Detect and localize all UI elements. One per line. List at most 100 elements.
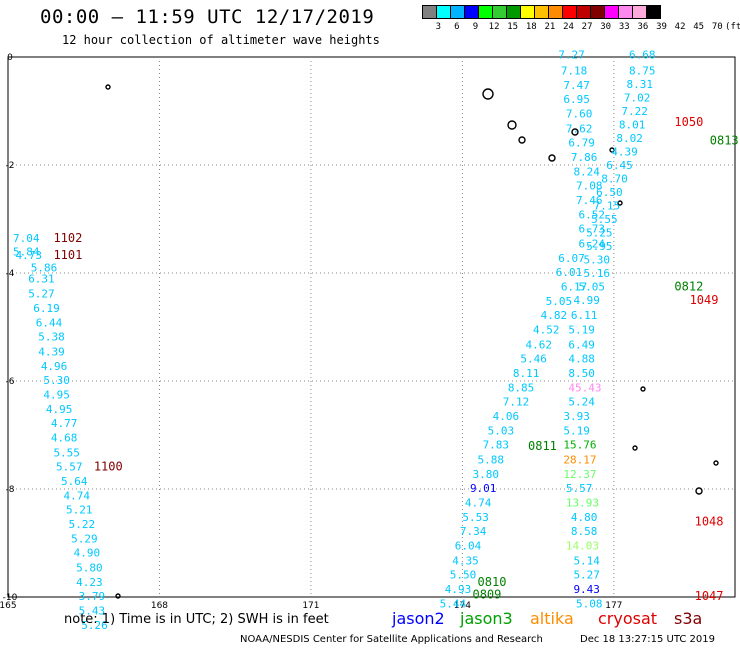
- scale-swatch: [562, 5, 577, 19]
- legend-jason2: jason2: [392, 609, 445, 628]
- wave-height-label: 4.88: [568, 352, 595, 365]
- island-outline: [115, 593, 121, 599]
- credit-line: NOAA/NESDIS Center for Satellite Applica…: [240, 634, 543, 645]
- wave-height-label: 4.77: [51, 417, 78, 430]
- wave-height-label: 7.46: [576, 194, 603, 207]
- wave-height-label: 7.62: [566, 122, 593, 135]
- wave-height-label: 5.05: [546, 295, 573, 308]
- pass-time-label: 0811: [528, 439, 557, 453]
- x-tick-label: 168: [151, 601, 168, 611]
- pass-time-label: 1050: [674, 115, 703, 129]
- wave-height-label: 9.43: [573, 583, 600, 596]
- wave-height-label: 4.99: [573, 294, 600, 307]
- wave-height-label: 8.50: [568, 367, 595, 380]
- island-outline: [548, 154, 556, 162]
- scale-label: 18: [525, 22, 537, 32]
- wave-height-label: 5.80: [76, 561, 103, 574]
- wave-height-label: 5.27: [573, 568, 600, 581]
- wave-height-label: 5.64: [61, 475, 88, 488]
- pass-time-label: 1047: [695, 589, 724, 603]
- wave-height-label: 5.38: [38, 331, 65, 344]
- scale-swatch: [478, 5, 493, 19]
- wave-height-label: 4.82: [541, 309, 568, 322]
- scale-label: 24: [563, 22, 574, 32]
- wave-height-label: 6.07: [558, 252, 585, 265]
- wave-height-label: 5.26: [81, 619, 108, 632]
- scale-label: 15: [507, 22, 519, 32]
- x-tick-label: 171: [302, 601, 319, 611]
- wave-height-label: 7.86: [571, 151, 598, 164]
- wave-height-label: 5.27: [28, 288, 54, 301]
- island-outline: [640, 386, 646, 392]
- wave-height-label: 3.93: [563, 410, 590, 423]
- wave-height-label: 5.55: [53, 446, 80, 459]
- wave-height-label: 8.24: [573, 165, 600, 178]
- y-tick-label: -10: [3, 593, 18, 603]
- wave-height-label: 5.44: [440, 597, 467, 610]
- wave-height-label: 7.34: [460, 525, 487, 538]
- wave-height-label: 5.50: [450, 568, 477, 581]
- wave-height-label: 7.83: [483, 439, 510, 452]
- wave-height-label: 7.08: [576, 180, 603, 193]
- map-frame: [7, 56, 736, 598]
- wave-height-label: 5.19: [568, 324, 595, 337]
- wave-height-label: 7.60: [566, 108, 593, 121]
- wave-height-label: 4.74: [465, 497, 492, 510]
- scale-swatch: [534, 5, 549, 19]
- wave-height-label: 5.53: [462, 511, 489, 524]
- wave-height-label: 8.01: [619, 119, 646, 132]
- legend-altika: altika: [530, 609, 574, 628]
- x-tick-label: 165: [0, 601, 17, 611]
- island-outline: [518, 136, 526, 144]
- color-scale: [422, 5, 661, 19]
- y-tick-label: 0: [7, 53, 13, 63]
- scale-swatch: [548, 5, 563, 19]
- wave-height-label: 5.05: [578, 281, 605, 294]
- legend-s3a: s3a: [674, 609, 703, 628]
- island-outline: [695, 487, 703, 495]
- wave-height-label: 5.25: [586, 227, 613, 240]
- scale-swatch: [520, 5, 535, 19]
- scale-label: 36: [637, 22, 649, 32]
- wave-height-label: 5.14: [573, 554, 600, 567]
- scale-swatch: [632, 5, 647, 19]
- wave-height-label: 5.24: [568, 396, 595, 409]
- wave-height-label: 8.70: [601, 173, 628, 186]
- wave-height-label: 5.30: [43, 374, 70, 387]
- island-outline: [632, 445, 638, 451]
- wave-height-label: 7.22: [621, 105, 648, 118]
- generated-timestamp: Dec 18 13:27:15 UTC 2019: [580, 634, 715, 645]
- scale-label: 27: [581, 22, 593, 32]
- pass-time-label: 0809: [472, 587, 501, 601]
- wave-height-label: 8.75: [629, 65, 656, 78]
- wave-height-label: 4.39: [611, 146, 638, 159]
- wave-height-label: 5.21: [66, 504, 93, 517]
- scale-swatch: [492, 5, 507, 19]
- pass-time-label: 0813: [710, 134, 739, 148]
- pass-time-label: 1049: [690, 293, 719, 307]
- wave-height-label: 4.73: [16, 249, 43, 262]
- wave-height-label: 7.15: [594, 200, 621, 213]
- wave-height-label: 8.02: [616, 132, 643, 145]
- y-tick-label: -4: [6, 269, 15, 279]
- wave-height-label: 7.12: [503, 396, 530, 409]
- wave-height-label: 13.93: [566, 497, 599, 510]
- pass-time-label: 1102: [53, 231, 82, 245]
- scale-label: 33: [618, 22, 630, 32]
- scale-swatch: [464, 5, 479, 19]
- wave-height-label: 6.19: [33, 302, 60, 315]
- wave-height-label: 4.68: [51, 432, 78, 445]
- y-tick-label: -8: [6, 485, 15, 495]
- scale-label: 21: [544, 22, 556, 32]
- scale-swatch: [590, 5, 605, 19]
- wave-height-label: 4.23: [76, 576, 103, 589]
- wave-height-label: 3.79: [79, 590, 106, 603]
- x-tick-label: 174: [454, 601, 471, 611]
- pass-time-label: 0810: [478, 575, 507, 589]
- wave-height-label: 6.50: [596, 186, 623, 199]
- wave-height-label: 7.02: [624, 92, 651, 105]
- wave-height-label: 6.68: [629, 48, 656, 61]
- island-outline: [507, 120, 517, 130]
